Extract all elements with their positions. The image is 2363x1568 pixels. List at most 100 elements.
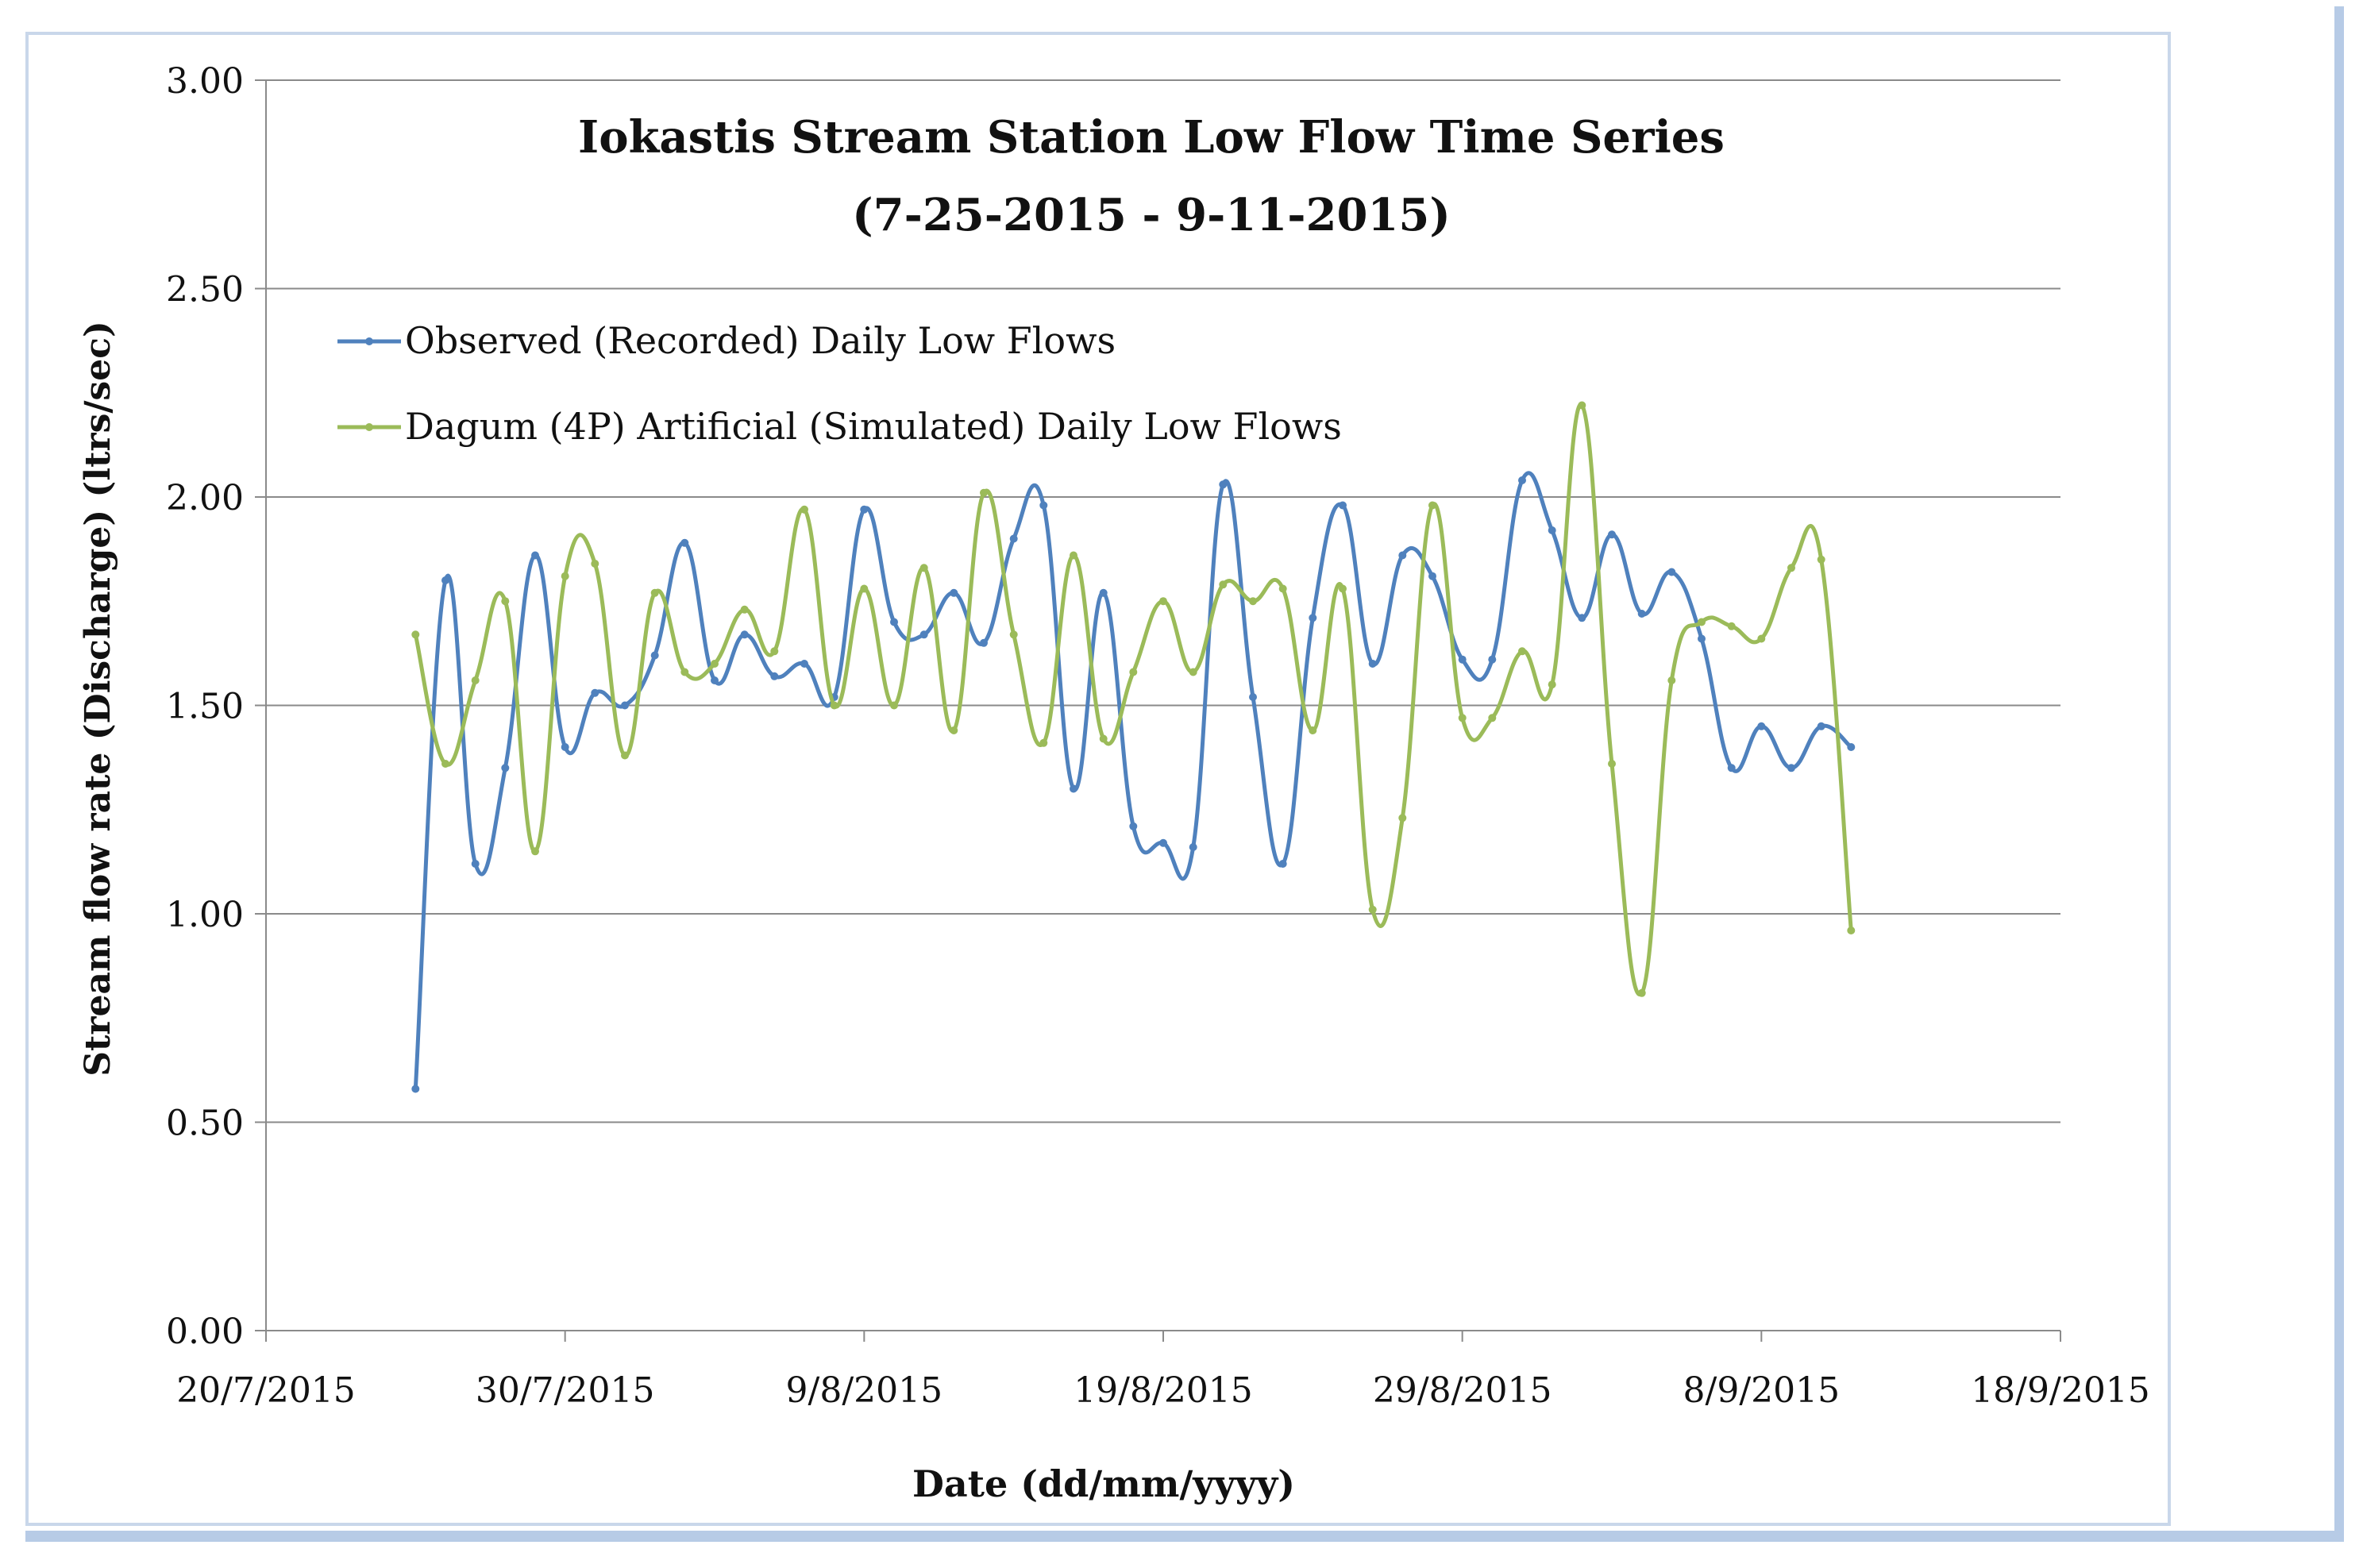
series-layer — [411, 401, 1856, 1093]
data-point — [1578, 401, 1586, 410]
data-point — [980, 488, 988, 497]
data-point — [1817, 555, 1825, 564]
x-tick-label: 18/9/2015 — [1971, 1370, 2150, 1411]
data-point — [950, 726, 958, 734]
data-point — [1727, 764, 1736, 772]
data-point — [800, 660, 808, 668]
legend-label-observed: Observed (Recorded) Daily Low Flows — [405, 319, 1116, 362]
data-point — [1578, 614, 1586, 622]
data-point — [1458, 714, 1467, 722]
window-edge-right — [2334, 6, 2344, 1539]
data-point — [1189, 668, 1197, 676]
data-point — [471, 860, 480, 868]
data-point — [1249, 597, 1257, 606]
data-point — [1249, 693, 1257, 701]
data-point — [1637, 610, 1646, 618]
x-tick-label: 29/8/2015 — [1373, 1370, 1552, 1411]
data-point — [1428, 572, 1436, 580]
x-tick-label: 20/7/2015 — [176, 1370, 356, 1411]
data-point — [650, 651, 659, 660]
legend: Observed (Recorded) Daily Low Flows Dagu… — [337, 319, 1342, 448]
y-tick-label: 1.50 — [166, 687, 244, 727]
x-tick-label: 9/8/2015 — [786, 1370, 943, 1411]
data-point — [770, 647, 779, 656]
data-point — [1548, 526, 1556, 534]
data-point — [711, 676, 719, 684]
data-point — [650, 588, 659, 597]
data-point — [860, 584, 869, 593]
grid-lines — [255, 79, 2060, 1331]
data-point — [1159, 597, 1167, 606]
data-point — [1129, 822, 1138, 830]
y-tick-label: 3.00 — [166, 61, 244, 102]
data-point — [1608, 760, 1616, 768]
data-point — [591, 560, 599, 568]
data-point — [1757, 722, 1766, 730]
legend-entry-observed: Observed (Recorded) Daily Low Flows — [337, 319, 1116, 362]
data-point — [621, 701, 629, 710]
data-point — [1458, 655, 1467, 664]
data-point — [1039, 738, 1048, 747]
data-point — [531, 551, 539, 560]
data-point — [1070, 784, 1077, 793]
data-point — [1698, 618, 1706, 626]
y-axis-tick-labels: 0.00 0.50 1.00 1.50 2.00 2.50 3.00 — [166, 61, 244, 1352]
data-point — [1548, 680, 1556, 689]
data-point — [1339, 584, 1347, 593]
x-tick-label: 8/9/2015 — [1683, 1370, 1841, 1411]
data-point — [1309, 614, 1317, 622]
data-point — [411, 1085, 420, 1093]
data-point — [1368, 660, 1377, 668]
data-point — [770, 672, 779, 680]
y-tick-label: 2.00 — [166, 478, 244, 518]
series-line — [413, 403, 1853, 997]
window-edge-bottom — [25, 1531, 2344, 1542]
data-point — [1159, 838, 1167, 847]
data-point — [1039, 501, 1048, 510]
x-tick-label: 19/8/2015 — [1074, 1370, 1253, 1411]
x-tick-label: 30/7/2015 — [476, 1370, 655, 1411]
data-point — [830, 701, 838, 710]
data-point — [1667, 568, 1676, 576]
data-point — [1398, 551, 1407, 560]
data-point — [1817, 722, 1825, 730]
data-point — [1667, 676, 1676, 684]
data-point — [1278, 860, 1287, 868]
data-point — [890, 701, 898, 710]
data-point — [1727, 622, 1736, 630]
data-point — [1339, 501, 1347, 510]
data-point — [1398, 814, 1407, 823]
data-point — [1757, 634, 1766, 643]
data-point — [1099, 588, 1108, 597]
legend-marker-simulated — [365, 423, 373, 431]
data-point — [441, 576, 449, 584]
data-point — [1428, 501, 1436, 510]
data-point — [621, 751, 629, 760]
data-point — [740, 605, 749, 614]
data-point — [1608, 530, 1616, 539]
data-point — [680, 668, 689, 676]
series-line — [413, 471, 1852, 1089]
data-point — [561, 572, 569, 580]
axes — [265, 80, 2061, 1342]
data-point — [919, 564, 928, 572]
data-point — [1488, 714, 1497, 722]
chart-title: Iokastis Stream Station Low Flow Time Se… — [578, 111, 1725, 164]
x-axis-label: Date (dd/mm/yyyy) — [912, 1462, 1295, 1505]
data-point — [1518, 476, 1526, 484]
data-point — [411, 630, 420, 639]
chart-subtitle: (7-25-2015 - 9-11-2015) — [852, 189, 1451, 241]
data-point — [1518, 647, 1526, 656]
data-point — [501, 764, 510, 772]
data-point — [1278, 584, 1287, 593]
data-point — [890, 618, 898, 626]
data-point — [1637, 988, 1646, 997]
data-point — [1488, 655, 1497, 664]
legend-label-simulated: Dagum (4P) Artificial (Simulated) Daily … — [405, 405, 1342, 448]
data-point — [919, 630, 928, 639]
data-point — [860, 505, 869, 514]
series-simulated — [411, 401, 1856, 997]
y-axis-label: Stream flow rate (Discharge) (ltrs/sec) — [78, 321, 118, 1077]
data-point — [1787, 564, 1795, 572]
